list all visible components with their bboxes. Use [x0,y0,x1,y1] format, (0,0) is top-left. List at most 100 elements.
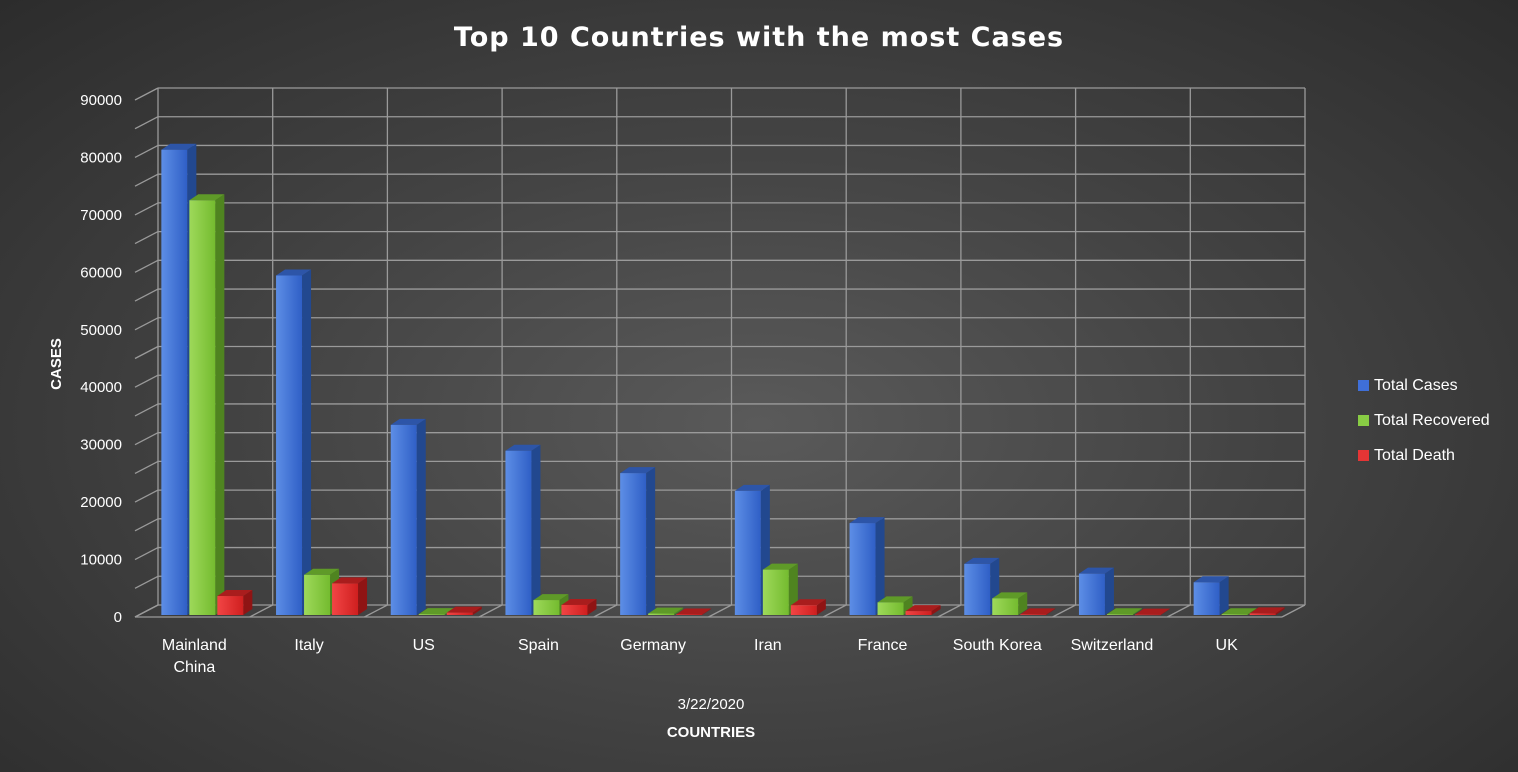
floor-separator [134,604,159,618]
bar-top-total-cases-south-korea [964,557,1000,564]
bar-side-total-death-iran [816,599,826,615]
bar-total-cases-us [390,424,417,615]
bar-side-total-cases-us [416,418,426,615]
bar-total-cases-germany [620,473,647,615]
y-tick-label: 40000 [80,379,122,396]
bar-top-total-death-germany [676,608,712,615]
gridline-side [134,374,159,388]
bar-top-total-cases-italy [276,269,312,276]
legend-item-total-death[interactable]: Total Death [1358,438,1490,473]
bar-total-death-mainland-china [217,596,244,615]
bar-total-death-iran [790,605,817,615]
bar-total-death-south-korea [1020,614,1047,615]
bar-top-total-cases-mainland-china [161,143,197,150]
gridline-side [134,575,159,589]
bar-total-cases-mainland-china [161,149,188,615]
floor-separator [1281,604,1306,618]
gridline-side [134,546,159,561]
gridline-side [134,259,159,273]
y-tick-label: 50000 [80,322,122,339]
bar-side-total-recovered-mainland-china [215,194,225,616]
bar-total-recovered-iran [762,569,789,615]
bar-top-total-cases-iran [734,484,770,491]
bar-top-total-recovered-uk [1221,608,1257,615]
floor-separator [249,604,274,618]
bar-top-total-recovered-spain [533,594,569,601]
gridline-side [134,87,159,101]
bar-top-total-cases-france [849,517,885,524]
bar-total-cases-italy [276,275,303,615]
gridline-side [134,403,159,417]
legend-label-total-death: Total Death [1374,446,1455,464]
bar-top-total-recovered-france [877,596,913,603]
gridline-side [134,432,159,446]
bar-total-cases-spain [505,450,532,615]
x-tick-label: South Korea [953,637,1042,654]
bar-total-cases-iran [734,490,761,615]
legend-item-total-recovered[interactable]: Total Recovered [1358,403,1490,438]
y-tick-label: 80000 [80,149,122,166]
floor-separator [708,604,732,618]
bar-side-total-death-switzerland [1160,608,1170,615]
bar-top-total-death-uk [1249,607,1285,614]
bar-top-total-death-mainland-china [217,590,253,597]
y-tick-label: 20000 [80,494,122,511]
bar-side-total-cases-uk [1219,576,1229,615]
bar-side-total-death-south-korea [1046,608,1056,615]
bar-total-recovered-italy [304,574,331,615]
bar-top-total-cases-us [390,418,426,425]
bar-top-total-death-switzerland [1134,608,1170,615]
bar-total-death-italy [332,583,359,615]
bar-side-total-death-spain [587,598,597,615]
bar-top-total-cases-spain [505,444,541,451]
legend-item-total-cases[interactable]: Total Cases [1358,368,1490,403]
bar-total-recovered-spain [533,600,560,615]
bar-side-total-cases-spain [531,444,541,615]
bar-top-total-recovered-us [418,608,454,615]
bar-total-cases-south-korea [964,563,991,615]
bar-top-total-death-us [446,606,482,613]
bar-side-total-recovered-south-korea [1018,592,1028,615]
bar-side-total-cases-italy [302,269,312,615]
bar-top-total-cases-uk [1193,576,1229,583]
bar-total-death-us [446,612,473,615]
x-tick-label: Germany [620,637,686,654]
bar-side-total-cases-switzerland [1104,567,1114,615]
y-tick-label: 0 [114,609,122,626]
legend-swatch-total-cases [1358,380,1369,391]
bar-total-recovered-germany [648,613,675,615]
floor-separator [1052,604,1076,618]
y-axis-title: CASES [48,338,65,390]
y-tick-label: 10000 [80,552,122,569]
bar-total-death-france [905,611,932,615]
gridline-side [134,518,159,532]
gridline-side [134,489,159,503]
bar-total-recovered-uk [1221,614,1248,615]
bar-top-total-recovered-mainland-china [189,194,225,201]
bar-total-death-switzerland [1134,614,1161,616]
floor-separator [937,604,962,618]
x-axis-subtitle: 3/22/2020 [678,696,745,713]
bar-total-death-germany [676,614,703,615]
gridline-side [134,231,159,245]
x-tick-label: Iran [754,637,782,654]
bar-side-total-death-mainland-china [243,590,253,615]
legend-label-total-cases: Total Cases [1374,376,1458,394]
legend-swatch-total-death [1358,450,1369,461]
legend-label-total-recovered: Total Recovered [1374,411,1490,429]
bar-top-total-death-spain [561,598,597,605]
floor-separator [822,604,847,618]
x-tick-label: Switzerland [1071,637,1154,654]
bar-total-death-spain [561,604,588,615]
x-tick-label: Mainland [162,637,227,654]
floor-separator [1166,604,1191,618]
x-axis-title: COUNTRIES [667,724,755,741]
bar-total-recovered-mainland-china [189,200,216,616]
bar-total-recovered-switzerland [1106,614,1133,615]
y-tick-label: 60000 [80,264,122,281]
gridline-side [134,144,159,159]
bar-side-total-recovered-germany [674,607,684,615]
y-tick-label: 30000 [80,437,122,454]
bar-side-total-cases-germany [646,467,656,615]
